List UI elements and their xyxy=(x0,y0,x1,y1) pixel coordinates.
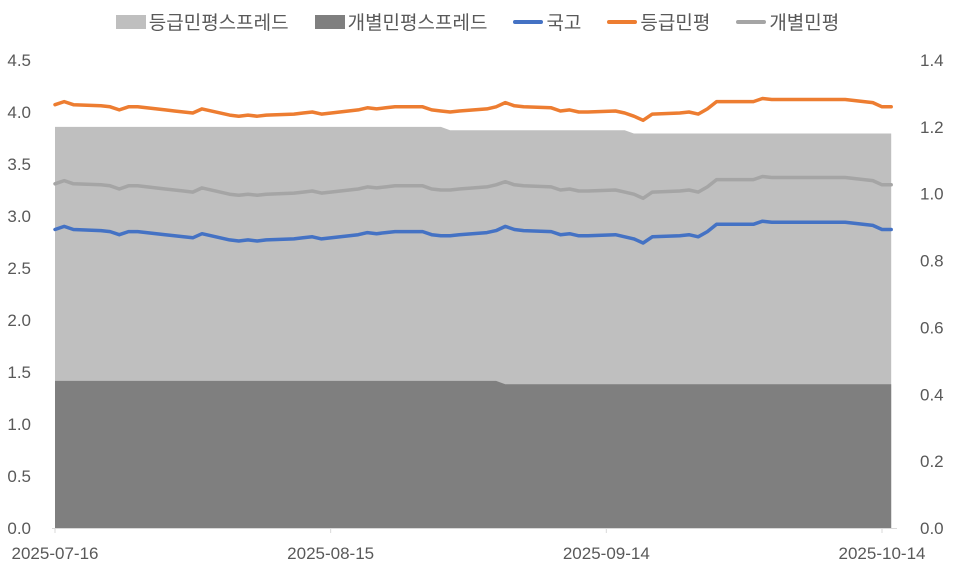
x-tick-label: 2025-10-14 xyxy=(839,544,926,563)
right-y-tick-label: 0.8 xyxy=(920,252,944,271)
right-y-tick-label: 0.6 xyxy=(920,318,944,337)
x-tick-label: 2025-07-16 xyxy=(12,544,99,563)
left-y-tick-label: 4.0 xyxy=(7,103,31,122)
x-tick-label: 2025-08-15 xyxy=(287,544,374,563)
series-4-line xyxy=(53,174,893,201)
legend-swatch xyxy=(736,19,767,24)
chart-legend: 등급민평스프레드 개별민평스프레드 국고 등급민평 개별민평 xyxy=(0,8,955,35)
series-1-area xyxy=(55,380,892,528)
legend-item-individual-spread: 개별민평스프레드 xyxy=(314,8,488,35)
legend-swatch xyxy=(314,14,345,29)
left-y-tick-label: 3.0 xyxy=(7,207,31,226)
right-y-tick-label: 0.2 xyxy=(920,452,944,471)
legend-item-individual-yield: 개별민평 xyxy=(736,8,839,35)
legend-label: 등급민평스프레드 xyxy=(148,12,289,34)
line-layer xyxy=(53,96,893,245)
left-y-tick-label: 1.0 xyxy=(7,415,31,434)
axes-layer: 2025-07-16 2025-08-15 2025-09-14 2025-10-14… xyxy=(7,51,943,563)
area-layer xyxy=(55,126,892,529)
left-y-tick-label: 4.5 xyxy=(7,51,31,70)
series-3-line xyxy=(53,96,893,123)
legend-label: 국고 xyxy=(546,12,582,34)
right-y-tick-label: 0.0 xyxy=(920,519,944,538)
right-y-tick-label: 1.4 xyxy=(920,51,944,70)
legend-swatch xyxy=(115,14,146,29)
series-2-line xyxy=(53,219,893,245)
left-y-tick-label: 2.0 xyxy=(7,311,31,330)
right-y-tick-label: 0.4 xyxy=(920,385,944,404)
left-y-tick-label: 0.0 xyxy=(7,519,31,538)
legend-item-treasury: 국고 xyxy=(513,8,581,35)
left-y-tick-label: 2.5 xyxy=(7,259,31,278)
left-y-tick-label: 3.5 xyxy=(7,155,31,174)
right-y-tick-label: 1.0 xyxy=(920,185,944,204)
legend-label: 개별민평스프레드 xyxy=(347,12,488,34)
left-y-tick-label: 1.5 xyxy=(7,363,31,382)
x-tick-label: 2025-09-14 xyxy=(563,544,650,563)
legend-item-grade-yield: 등급민평 xyxy=(607,8,710,35)
legend-item-grade-spread: 등급민평스프레드 xyxy=(115,8,289,35)
left-y-tick-label: 0.5 xyxy=(7,467,31,486)
legend-label: 개별민평 xyxy=(769,12,840,34)
legend-swatch xyxy=(513,19,544,24)
right-y-tick-label: 1.2 xyxy=(920,118,944,137)
legend-label: 등급민평 xyxy=(640,12,711,34)
legend-swatch xyxy=(607,19,638,24)
